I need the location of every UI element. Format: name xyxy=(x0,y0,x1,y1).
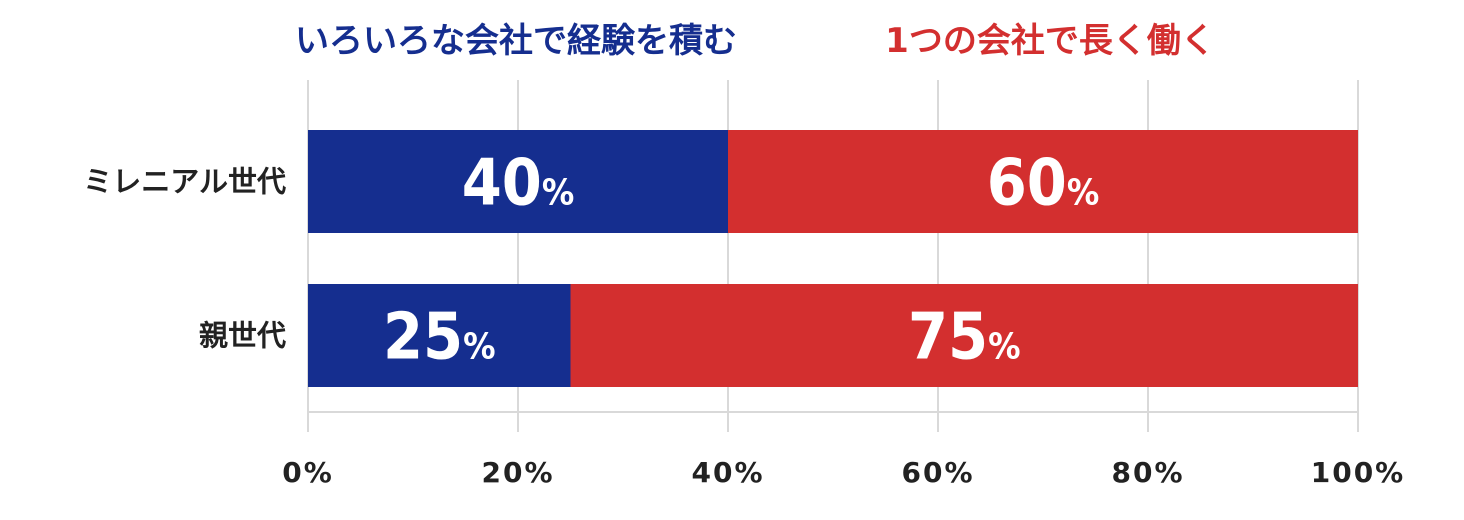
category-label: ミレニアル世代 xyxy=(83,165,286,199)
x-tick-label: 20% xyxy=(481,456,554,489)
data-label: 25% xyxy=(383,301,496,375)
x-tick-label: 40% xyxy=(691,456,764,489)
legend: いろいろな会社で経験を積む 1つの会社で長く働く xyxy=(295,21,1215,61)
bar-segment-blue xyxy=(308,130,728,233)
data-label: 75% xyxy=(908,301,1021,375)
x-tick-label: 80% xyxy=(1111,456,1184,489)
legend-entry: 1つの会社で長く働く xyxy=(885,21,1215,61)
data-label: 40% xyxy=(462,147,575,221)
category-label: 親世代 xyxy=(199,319,286,353)
bar-segment-red xyxy=(728,130,1358,233)
x-tick-label: 0% xyxy=(282,456,334,489)
x-tick-label: 100% xyxy=(1311,456,1406,489)
data-label: 60% xyxy=(987,147,1100,221)
bar-segment-red xyxy=(570,284,1358,387)
legend-entry: いろいろな会社で経験を積む xyxy=(295,21,737,61)
bars xyxy=(308,130,1358,387)
labels: 0% 20% 40% 60% 80% 100% ミレニアル世代 40% 60% 親世代 25% 75% xyxy=(83,147,1406,490)
bar-segment-blue xyxy=(308,284,571,387)
x-tick-label: 60% xyxy=(901,456,974,489)
